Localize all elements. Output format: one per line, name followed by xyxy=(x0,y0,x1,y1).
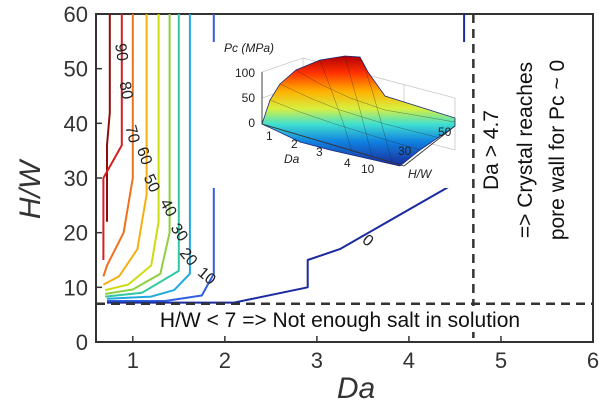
y-tick-label: 0 xyxy=(76,330,88,355)
x-axis-title: Da xyxy=(337,372,375,405)
inset-da-tick-1: 1 xyxy=(266,129,273,143)
x-tick-label: 4 xyxy=(403,348,415,373)
contour-line-40 xyxy=(105,14,171,295)
x-tick-label: 6 xyxy=(587,348,599,373)
contour-label-40: 40 xyxy=(156,196,180,220)
contour-line-20 xyxy=(106,14,191,300)
contour-line-70 xyxy=(102,14,134,277)
y-tick-label: 30 xyxy=(64,166,88,191)
x-tick-label: 1 xyxy=(127,348,139,373)
inset-hw-label: H/W xyxy=(408,167,433,181)
inset-da-label: Da xyxy=(284,152,300,166)
inset-hw-tick-50: 50 xyxy=(438,125,452,139)
inset-title: Pc (MPa) xyxy=(224,41,274,55)
contour-label-80: 80 xyxy=(116,80,136,101)
contour-line-30 xyxy=(105,14,180,298)
bottom-annotation-background xyxy=(120,306,560,332)
contour-line-50 xyxy=(104,14,160,292)
x-tick-label: 5 xyxy=(495,348,507,373)
inset-z-tick-0: 0 xyxy=(248,116,255,130)
contour-label-50: 50 xyxy=(140,172,163,195)
x-tick-label: 3 xyxy=(311,348,323,373)
x-axis-ticks: 1 2 3 4 5 6 xyxy=(127,336,599,373)
contour-label-0: 0 xyxy=(359,231,377,250)
y-tick-label: 20 xyxy=(64,221,88,246)
contour-line-80 xyxy=(102,14,123,260)
contour-label-10: 10 xyxy=(194,264,219,289)
right-annotation-line3: pore wall for Pc ~ 0 xyxy=(546,60,569,240)
inset-da-tick-2: 2 xyxy=(291,137,298,151)
y-axis-title: H/W xyxy=(14,158,47,219)
y-tick-label: 40 xyxy=(64,111,88,136)
right-annotation-line1: Da > 4.7 xyxy=(480,110,503,190)
y-tick-label: 50 xyxy=(64,57,88,82)
right-annotation-line2: => Crystal reaches xyxy=(514,62,537,238)
contour-line-90 xyxy=(106,14,111,222)
contour-label-60: 60 xyxy=(133,145,155,168)
y-axis-ticks: 0 10 20 30 40 50 60 xyxy=(64,2,102,355)
inset-hw-tick-30: 30 xyxy=(398,144,412,158)
bottom-annotation: H/W < 7 => Not enough salt in solution xyxy=(160,309,520,332)
inset-da-tick-4: 4 xyxy=(344,156,351,170)
inset-z-tick-100: 100 xyxy=(235,66,255,80)
x-tick-label: 2 xyxy=(219,348,231,373)
inset-da-tick-3: 3 xyxy=(316,145,323,159)
y-tick-label: 10 xyxy=(64,275,88,300)
contour-label-90: 90 xyxy=(111,42,130,62)
reference-lines xyxy=(96,14,593,342)
inset-z-tick-50: 50 xyxy=(242,91,256,105)
inset-axes xyxy=(261,72,456,167)
contour-label-70: 70 xyxy=(121,123,142,145)
inset-3d-surface: Pc (MPa) 100 50 0 1 2 3 4 Da 10 30 50 H/… xyxy=(212,41,470,188)
contour-line-60 xyxy=(102,14,148,286)
inset-surface-mesh xyxy=(269,55,456,163)
inset-hw-tick-10: 10 xyxy=(361,162,375,176)
y-tick-label: 60 xyxy=(64,2,88,27)
right-annotation: Da > 4.7 => Crystal reaches pore wall fo… xyxy=(480,60,569,240)
